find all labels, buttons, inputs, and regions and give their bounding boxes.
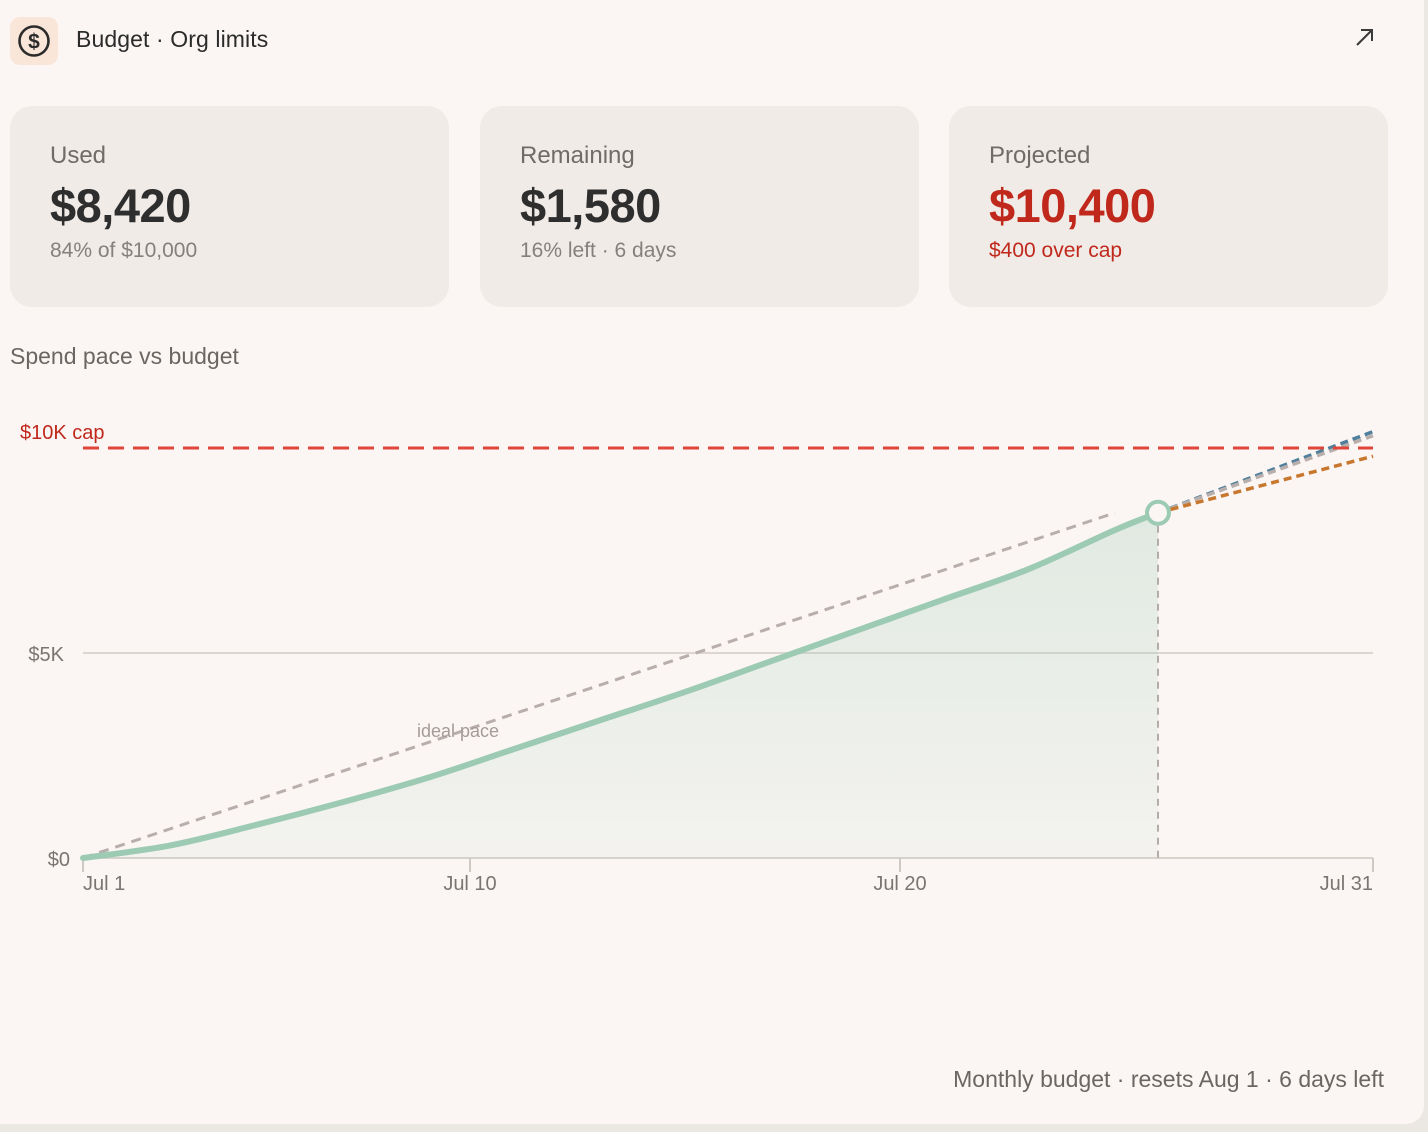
- cap-label: $10K cap: [20, 422, 105, 444]
- ideal-pace-line: [82, 511, 1116, 860]
- stat-used-sub: 84% of $10,000: [50, 239, 198, 262]
- stat-projected: Projected $10,400 $400 over cap: [949, 106, 1388, 307]
- x-tick-label: Jul 20: [873, 873, 926, 895]
- x-tick-label: Jul 1: [83, 873, 125, 895]
- svg-text:$: $: [28, 31, 40, 54]
- actual-spend-area: [83, 512, 1158, 858]
- projection-line: [1157, 454, 1374, 515]
- y-tick-label: $5K: [28, 644, 64, 666]
- stat-used-value: $8,420: [50, 179, 191, 232]
- stat-projected-value: $10,400: [989, 179, 1156, 232]
- today-point: [1145, 499, 1171, 526]
- y-tick-label: $0: [48, 849, 70, 871]
- actual-spend-line: [80, 509, 1161, 861]
- ideal-pace-label: ideal pace: [417, 721, 499, 741]
- stat-remaining-value: $1,580: [520, 179, 661, 232]
- dollar-circle-icon: $: [10, 17, 58, 65]
- stat-remaining-sub: 16% left · 6 days: [520, 239, 677, 262]
- budget-footer: Monthly budget · resets Aug 1 · 6 days l…: [953, 1066, 1384, 1092]
- stat-projected-sub: $400 over cap: [989, 239, 1123, 262]
- spend-pace-chart: $0 $5K Jul 1 Jul 10 Jul 20 Jul 31 $10K cap idea…: [20, 422, 1374, 895]
- expand-arrow-icon[interactable]: [1350, 24, 1378, 52]
- stat-projected-label: Projected: [989, 142, 1091, 169]
- projection-line: [1157, 429, 1374, 515]
- x-tick-label: Jul 31: [1320, 873, 1373, 895]
- x-tick-label: Jul 10: [443, 873, 496, 895]
- stat-remaining-label: Remaining: [520, 142, 635, 169]
- chart-section-title: Spend pace vs budget: [10, 343, 239, 369]
- stat-remaining: Remaining $1,580 16% left · 6 days: [480, 106, 919, 307]
- card-title: Budget · Org limits: [76, 26, 269, 52]
- stat-used: Used $8,420 84% of $10,000: [10, 106, 449, 307]
- stat-used-label: Used: [50, 142, 107, 169]
